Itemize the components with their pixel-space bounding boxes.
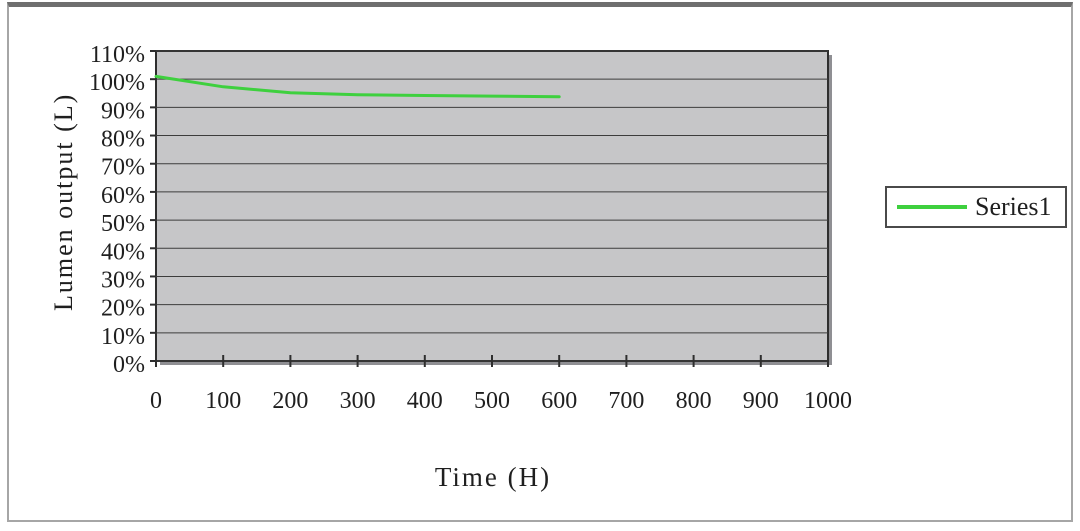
x-tick-label: 100 <box>205 388 241 414</box>
x-tick-label: 200 <box>272 388 308 414</box>
y-tick-label: 70% <box>101 155 145 181</box>
x-tick-label: 400 <box>407 388 443 414</box>
y-tick-label: 110% <box>90 42 145 68</box>
series1-line-swatch <box>897 205 967 209</box>
y-tick-label: 90% <box>101 98 145 124</box>
x-tick-label: 600 <box>541 388 577 414</box>
y-tick-label: 10% <box>101 324 145 350</box>
x-tick-label: 700 <box>608 388 644 414</box>
x-tick-label: 1000 <box>804 388 852 414</box>
legend: Series1 <box>885 186 1067 228</box>
x-tick-label: 900 <box>743 388 779 414</box>
plot-canvas: 110%100%90% 80%70%60%50%40%30% 20%10%0%0 10… <box>89 42 852 414</box>
x-tick-label: 0 <box>150 388 162 414</box>
x-tick-label: 800 <box>676 388 712 414</box>
lumen-output-chart: 110% 100% 90% 80% 70% 60% 50% 40% 30% 20% 10% 0% 0 10… <box>9 7 1071 520</box>
y-tick-label: 60% <box>101 183 145 209</box>
y-tick-label: 40% <box>101 239 145 265</box>
y-tick-label: 20% <box>101 296 145 322</box>
y-tick-label: 30% <box>101 267 145 293</box>
series-line-series1 <box>154 74 561 99</box>
y-tick-label: 0% <box>113 352 145 378</box>
y-tick-label: 50% <box>101 211 145 237</box>
plot-area <box>155 50 829 362</box>
y-tick-label: 80% <box>101 127 145 153</box>
x-tick-label: 500 <box>474 388 510 414</box>
chart-card: 110% 100% 90% 80% 70% 60% 50% 40% 30% 20% 10% 0% 0 10… <box>7 2 1073 522</box>
x-axis-title: Time (H) <box>434 462 552 492</box>
y-axis-title: Lumen output (L) <box>49 92 78 312</box>
x-tick-label: 300 <box>340 388 376 414</box>
legend-series1-label: Series1 <box>975 192 1052 221</box>
y-tick-label: 100% <box>89 70 145 96</box>
